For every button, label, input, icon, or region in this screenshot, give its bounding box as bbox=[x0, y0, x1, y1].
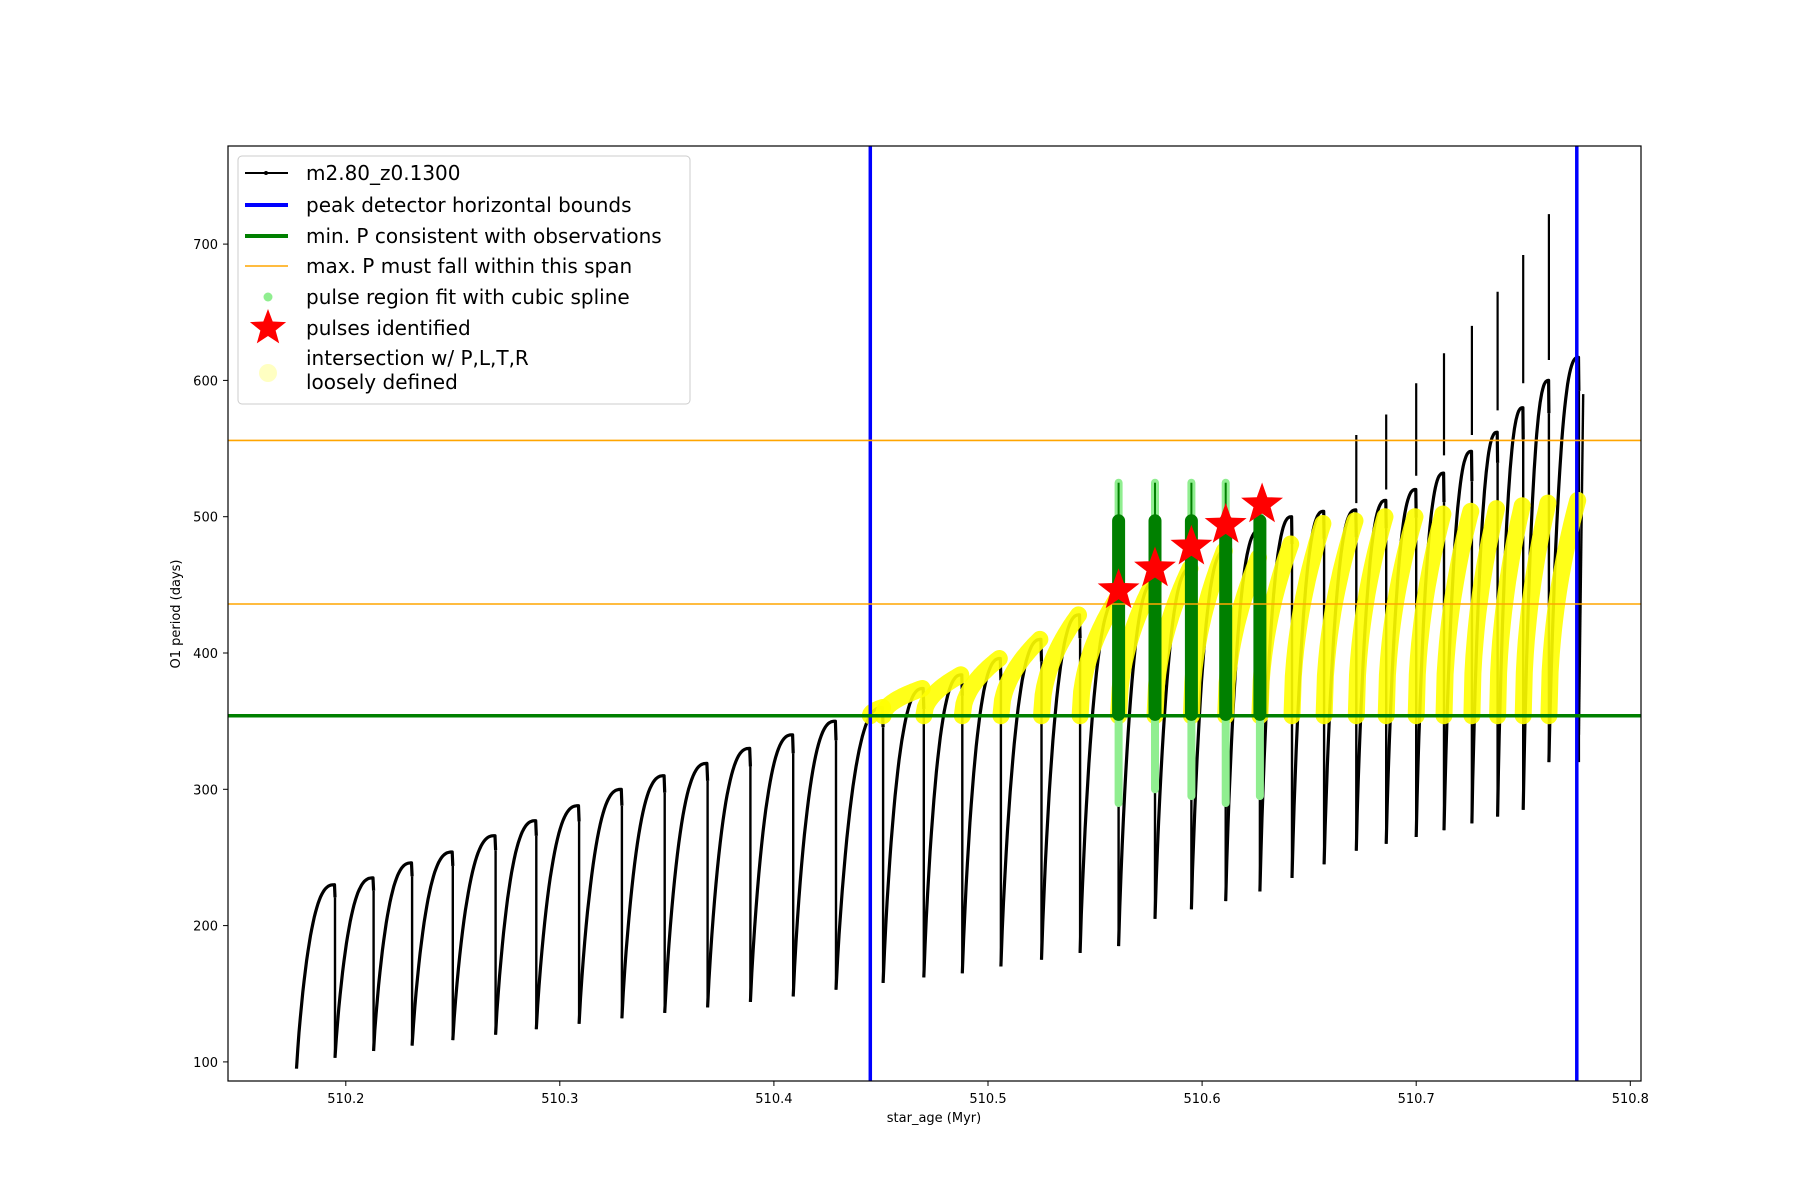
pulse-star bbox=[1134, 546, 1176, 587]
track-pulse bbox=[333, 876, 376, 1058]
intersection-pulse bbox=[1463, 500, 1505, 725]
legend: m2.80_z0.1300 peak detector horizontal b… bbox=[237, 155, 691, 405]
track-pulse bbox=[663, 761, 710, 1013]
pulse-star bbox=[1097, 568, 1140, 609]
intersection-pulse bbox=[1407, 505, 1452, 725]
y-axis-label: O1 period (days) bbox=[169, 559, 184, 668]
track-pulse bbox=[748, 733, 795, 1002]
track-pulse bbox=[577, 787, 624, 1024]
x-axis: 510.2 510.3 510.4 510.5 510.6 510.7 510.8 bbox=[327, 1081, 1649, 1107]
legend-label-spline: pulse region fit with cubic spline bbox=[306, 285, 630, 309]
legend-label-intersection-line2: loosely defined bbox=[306, 370, 458, 394]
y-axis: 100 200 300 400 500 600 700 bbox=[193, 238, 228, 1071]
legend-label-bounds: peak detector horizontal bounds bbox=[306, 193, 632, 217]
pulse-star bbox=[1204, 502, 1247, 543]
legend-handle-intersection bbox=[259, 364, 277, 382]
y-tick-label: 200 bbox=[193, 920, 218, 935]
y-tick-label: 700 bbox=[193, 238, 218, 253]
intersection-pulse bbox=[915, 666, 970, 725]
x-tick-label: 510.5 bbox=[969, 1092, 1006, 1107]
track-pulse bbox=[294, 883, 337, 1069]
y-tick-label: 100 bbox=[193, 1056, 218, 1071]
track-pulse bbox=[706, 746, 752, 1008]
legend-label-track: m2.80_z0.1300 bbox=[306, 161, 461, 185]
track-pulse bbox=[494, 819, 538, 1035]
intersection-pulse bbox=[1435, 502, 1480, 725]
intersection-pulse bbox=[1315, 512, 1364, 725]
track-pulse bbox=[410, 850, 455, 1046]
intersection-pulse bbox=[1283, 515, 1332, 725]
intersection-pulse bbox=[1071, 590, 1126, 725]
y-tick-label: 300 bbox=[193, 783, 218, 798]
intersection-pulse bbox=[874, 680, 931, 725]
track-pulse bbox=[372, 861, 414, 1052]
intersection-pulse bbox=[1489, 497, 1531, 725]
intersection-pulse bbox=[1347, 508, 1394, 725]
y-tick-label: 400 bbox=[193, 647, 218, 662]
legend-label-min-p: min. P consistent with observations bbox=[306, 224, 662, 248]
track-pulse bbox=[620, 774, 667, 1019]
x-tick-label: 510.8 bbox=[1612, 1092, 1649, 1107]
intersection-pulse bbox=[1377, 508, 1424, 725]
pulse-star bbox=[1241, 482, 1283, 523]
legend-handle-track-marker bbox=[264, 171, 268, 175]
intersection-pulse bbox=[953, 650, 1008, 725]
intersection-pulse bbox=[1514, 494, 1557, 725]
track-pulse bbox=[534, 804, 581, 1030]
legend-box bbox=[237, 155, 691, 405]
legend-handle-star bbox=[249, 309, 287, 344]
legend-handle-spline bbox=[263, 292, 273, 302]
intersection-pulse bbox=[1033, 606, 1087, 725]
track-tail bbox=[1577, 394, 1585, 735]
track-pulse bbox=[451, 834, 498, 1041]
x-tick-label: 510.2 bbox=[327, 1092, 364, 1107]
data-layer bbox=[228, 146, 1641, 1081]
track-pulse bbox=[791, 719, 838, 997]
x-tick-label: 510.4 bbox=[755, 1092, 792, 1107]
x-tick-label: 510.3 bbox=[541, 1092, 578, 1107]
intersection-pulse bbox=[992, 630, 1049, 725]
legend-label-max-p: max. P must fall within this span bbox=[306, 254, 632, 278]
plot-frame bbox=[227, 145, 1642, 1082]
x-tick-label: 510.6 bbox=[1183, 1092, 1220, 1107]
pulse-star bbox=[1170, 524, 1213, 565]
legend-label-intersection-line1: intersection w/ P,L,T,R bbox=[306, 346, 529, 370]
y-tick-label: 500 bbox=[193, 511, 218, 526]
legend-label-stars: pulses identified bbox=[306, 316, 471, 340]
x-tick-label: 510.7 bbox=[1398, 1092, 1435, 1107]
y-tick-label: 600 bbox=[193, 374, 218, 389]
x-axis-label: star_age (Myr) bbox=[887, 1111, 981, 1126]
intersection-pulse bbox=[1540, 491, 1587, 725]
